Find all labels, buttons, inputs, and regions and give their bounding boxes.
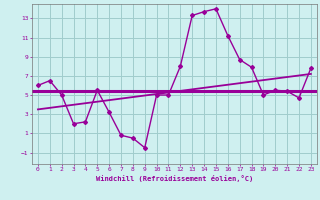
X-axis label: Windchill (Refroidissement éolien,°C): Windchill (Refroidissement éolien,°C): [96, 175, 253, 182]
